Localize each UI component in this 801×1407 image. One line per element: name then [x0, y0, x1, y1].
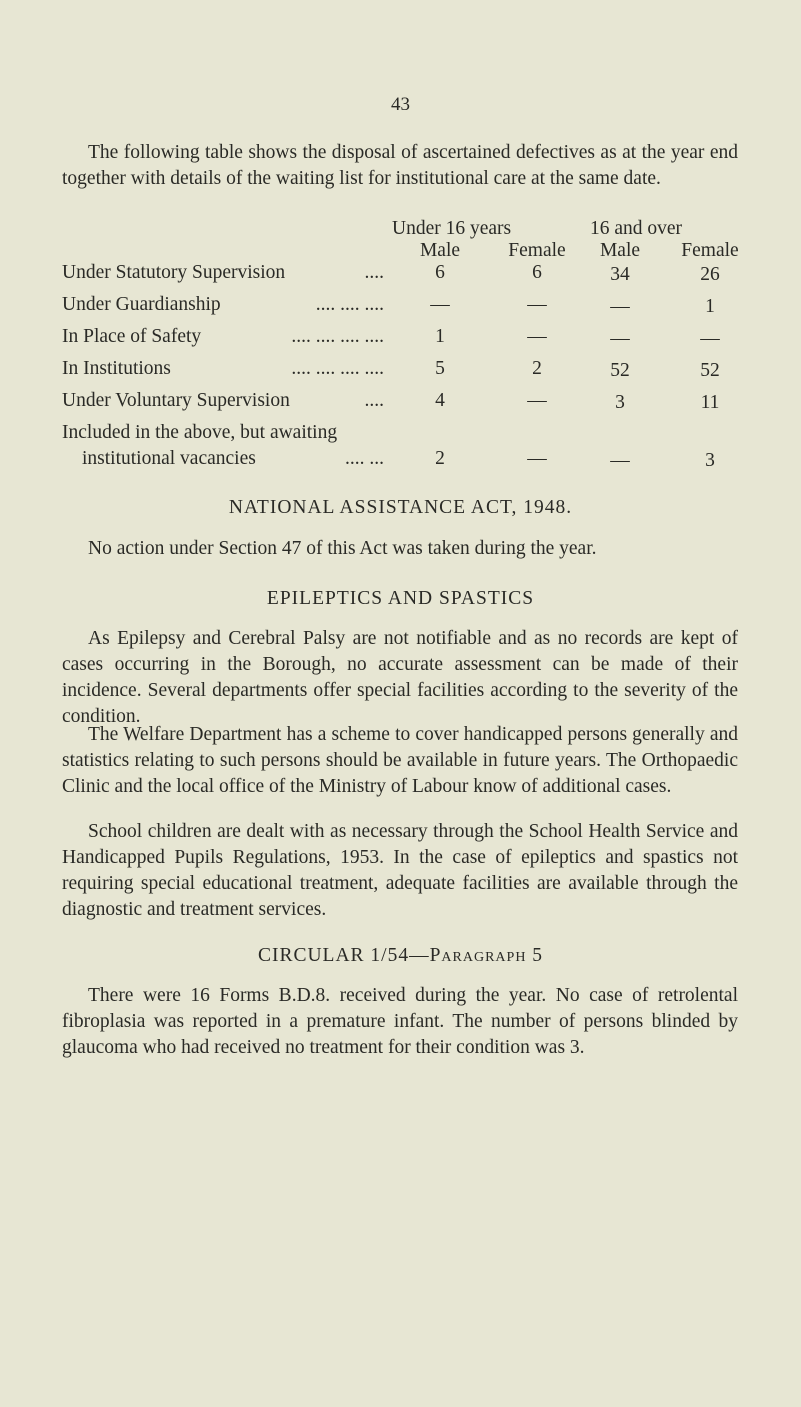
cell-value: —	[610, 296, 630, 317]
leader-dots: ....	[364, 262, 385, 283]
cell-value: —	[700, 328, 720, 349]
section-heading: NATIONAL ASSISTANCE ACT, 1948.	[228, 497, 573, 518]
cell-value: 3	[615, 392, 625, 413]
leader-dots: .... ...	[345, 448, 384, 469]
cell-value: —	[430, 294, 450, 315]
paragraph: As Epilepsy and Cerebral Palsy are not n…	[62, 628, 738, 727]
leader-dots: .... .... .... ....	[291, 358, 384, 379]
cell-value: 6	[435, 262, 445, 283]
cell-value: —	[610, 328, 630, 349]
row-label: In Place of Safety	[62, 326, 202, 347]
cell-value: 4	[435, 390, 445, 411]
leader-dots: ....	[364, 390, 385, 411]
col-header: Female	[681, 240, 739, 261]
cell-value: 52	[610, 360, 630, 381]
cell-value: 6	[532, 262, 542, 283]
table-row: Under Statutory Supervision.... 6 6 34 26	[62, 262, 742, 288]
cell-value: 5	[435, 358, 445, 379]
cell-value: 2	[532, 358, 542, 379]
table-row: Under Guardianship .... .... .... — — — 1	[62, 294, 742, 320]
heading-sub: Paragraph 5	[429, 945, 544, 966]
table-row: In Place of Safety .... .... .... .... 1 — —…	[62, 326, 742, 352]
cell-value: 1	[705, 296, 715, 317]
row-label: Under Voluntary Supervision	[62, 390, 290, 411]
leader-dots: .... .... ....	[315, 294, 384, 315]
paragraph: The Welfare Department has a scheme to c…	[62, 724, 738, 797]
leader-dots: .... .... .... ....	[291, 326, 384, 347]
table-row: In Institutions.... .... .... .... 5 2 52 52	[62, 358, 742, 384]
intro-paragraph: The following table shows the disposal o…	[62, 142, 738, 189]
section-text: No action under Section 47 of this Act w…	[88, 538, 597, 559]
section-heading: CIRCULAR 1/54—Paragraph 5	[0, 945, 801, 967]
cell-value: —	[610, 450, 630, 471]
col-header: Male	[419, 240, 461, 261]
col-header: Female	[508, 240, 566, 261]
cell-value: 26	[700, 264, 720, 285]
paragraph: School children are dealt with as necess…	[62, 821, 738, 920]
row-label: Under Guardianship	[62, 294, 221, 315]
cell-value: —	[527, 326, 547, 347]
cell-value: 52	[700, 360, 720, 381]
page-number: 43	[391, 94, 410, 115]
row-label: In Institutions	[62, 358, 171, 379]
group-header-under-16: Under 16 years	[392, 218, 512, 239]
table-row: Included in the above, but awaiting insti…	[62, 422, 742, 471]
cell-value: 34	[610, 264, 630, 285]
section-heading: EPILEPTICS AND SPASTICS	[266, 588, 535, 609]
row-label: Included in the above, but awaiting	[62, 422, 338, 443]
cell-value: 11	[700, 392, 720, 413]
col-header: Male	[599, 240, 641, 261]
cell-value: —	[527, 390, 547, 411]
heading-main: CIRCULAR 1/54—	[257, 945, 430, 966]
table-row: Under Voluntary Supervision.... 4 — 3 11	[62, 390, 742, 416]
group-header-16-over: 16 and over	[590, 218, 683, 239]
cell-value: —	[527, 448, 547, 469]
cell-value: —	[527, 294, 547, 315]
row-label: Under Statutory Supervision	[62, 262, 286, 283]
row-label-cont: institutional vacancies	[82, 448, 256, 469]
cell-value: 1	[435, 326, 445, 347]
paragraph: There were 16 Forms B.D.8. received duri…	[62, 985, 738, 1058]
cell-value: 2	[435, 448, 445, 469]
cell-value: 3	[705, 450, 715, 471]
